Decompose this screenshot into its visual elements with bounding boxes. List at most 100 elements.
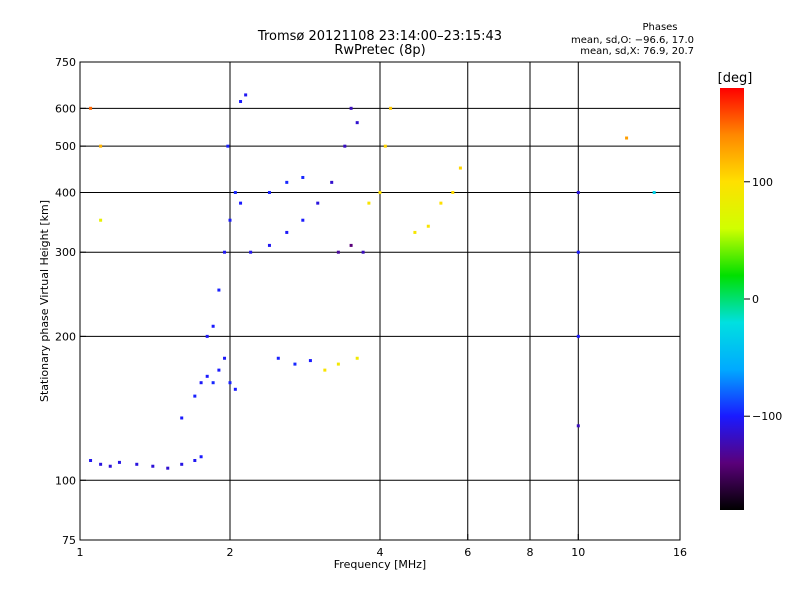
data-point <box>349 106 353 110</box>
colorbar <box>720 88 744 510</box>
data-point <box>99 144 103 148</box>
y-axis-label: Stationary phase Virtual Height [km] <box>38 200 51 402</box>
data-point <box>343 144 347 148</box>
data-point <box>316 201 320 205</box>
data-point <box>652 190 656 194</box>
data-point <box>439 201 443 205</box>
data-point <box>349 243 353 247</box>
data-point <box>336 362 340 366</box>
data-point <box>361 250 365 254</box>
data-point <box>458 166 462 170</box>
data-point <box>211 381 215 385</box>
data-point <box>199 381 203 385</box>
data-point <box>193 394 197 398</box>
data-point <box>211 324 215 328</box>
data-point <box>451 190 455 194</box>
chart-subtitle: RwPretec (8p) <box>334 43 425 58</box>
data-point <box>413 230 417 234</box>
stats-o-line: mean, sd,O: −96.6, 17.0 <box>571 35 694 46</box>
x-tick-label: 1 <box>77 546 84 559</box>
data-point <box>301 175 305 179</box>
data-point <box>330 180 334 184</box>
data-point <box>89 458 93 462</box>
y-tick-label: 100 <box>55 474 76 487</box>
data-point <box>228 381 232 385</box>
x-tick-label: 16 <box>673 546 687 559</box>
data-point <box>355 121 359 125</box>
data-point <box>89 106 93 110</box>
data-point <box>293 362 297 366</box>
x-tick-label: 2 <box>227 546 234 559</box>
y-tick-label: 400 <box>55 186 76 199</box>
data-point <box>267 190 271 194</box>
data-point <box>151 464 155 468</box>
data-point <box>285 180 289 184</box>
x-tick-label: 10 <box>571 546 585 559</box>
data-point <box>355 356 359 360</box>
y-tick-label: 750 <box>55 56 76 69</box>
y-tick-label: 200 <box>55 330 76 343</box>
data-point <box>117 460 121 464</box>
x-tick-label: 4 <box>377 546 384 559</box>
data-point <box>135 462 139 466</box>
colorbar-tick-label: 0 <box>752 293 759 306</box>
data-point <box>576 190 580 194</box>
data-point <box>426 224 430 228</box>
data-point <box>223 356 227 360</box>
data-point <box>108 464 112 468</box>
data-point <box>367 201 371 205</box>
data-point <box>99 462 103 466</box>
x-tick-label: 6 <box>464 546 471 559</box>
data-point <box>576 424 580 428</box>
data-point <box>166 466 170 470</box>
data-point <box>233 387 237 391</box>
data-point <box>336 250 340 254</box>
data-point <box>276 356 280 360</box>
data-point <box>233 190 237 194</box>
data-points <box>89 93 656 470</box>
data-point <box>389 106 393 110</box>
data-point <box>308 359 312 363</box>
data-point <box>239 100 243 104</box>
chart-title: Tromsø 20121108 23:14:00–23:15:43 <box>257 29 502 44</box>
data-point <box>205 374 209 378</box>
y-tick-label: 300 <box>55 246 76 259</box>
data-point <box>378 190 382 194</box>
data-point <box>199 455 203 459</box>
data-point <box>285 230 289 234</box>
data-point <box>383 144 387 148</box>
data-point <box>244 93 248 97</box>
data-point <box>249 250 253 254</box>
y-tick-label: 75 <box>62 534 76 547</box>
stats-heading: Phases <box>642 22 677 33</box>
data-point <box>226 144 230 148</box>
colorbar-tick-label: −100 <box>752 410 782 423</box>
x-axis-label: Frequency [MHz] <box>334 558 426 571</box>
data-point <box>180 462 184 466</box>
data-point <box>576 250 580 254</box>
data-point <box>193 458 197 462</box>
x-axis-ticks: 1 2 4 6 8 10 16 <box>77 534 687 559</box>
data-point <box>267 243 271 247</box>
data-point <box>576 334 580 338</box>
stats-x-line: mean, sd,X: 76.9, 20.7 <box>580 46 694 57</box>
data-point <box>180 416 184 420</box>
colorbar-label: [deg] <box>718 71 753 86</box>
data-point <box>625 136 629 140</box>
data-point <box>228 218 232 222</box>
colorbar-ticks: 100 0 −100 <box>744 176 782 423</box>
data-point <box>301 218 305 222</box>
colorbar-tick-label: 100 <box>752 176 773 189</box>
data-point <box>323 368 327 372</box>
y-tick-label: 600 <box>55 102 76 115</box>
x-tick-label: 8 <box>527 546 534 559</box>
data-point <box>99 218 103 222</box>
data-point <box>239 201 243 205</box>
y-axis-ticks: 75 100 200 300 400 500 600 750 <box>55 56 86 547</box>
y-tick-label: 500 <box>55 140 76 153</box>
grid-lines <box>80 62 680 540</box>
data-point <box>223 250 227 254</box>
data-point <box>217 288 221 292</box>
data-point <box>205 334 209 338</box>
